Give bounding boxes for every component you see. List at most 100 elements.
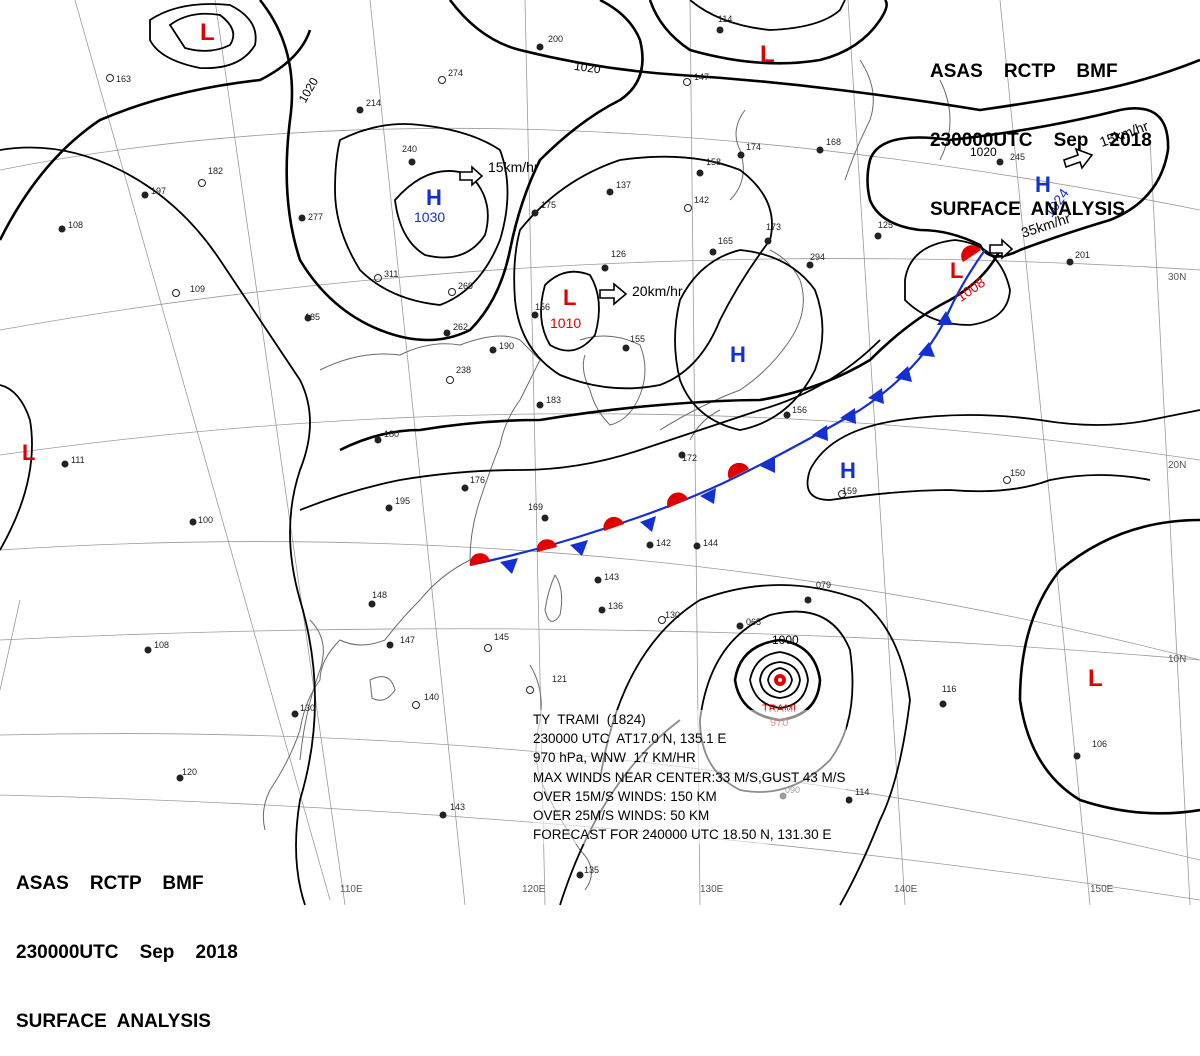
station-value: 147	[694, 72, 709, 82]
latitude-label: 10N	[1168, 654, 1186, 665]
station-value: 108	[68, 220, 83, 230]
station-value: 140	[424, 692, 439, 702]
station-value: 114	[855, 787, 869, 797]
station-value: 173	[766, 222, 781, 232]
footer-line-3: SURFACE ANALYSIS	[16, 1010, 238, 1033]
low-pressure-letter: L	[200, 19, 215, 46]
station-value: 165	[718, 236, 733, 246]
typhoon-info-line: FORECAST FOR 240000 UTC 18.50 N, 131.30 …	[533, 825, 846, 844]
station-value: 130	[665, 610, 680, 620]
station-value: 116	[942, 684, 956, 694]
station-value: 145	[494, 632, 509, 642]
station-value: 168	[826, 137, 841, 147]
station-value: 201	[1075, 250, 1090, 260]
station-value: 125	[878, 220, 893, 230]
low-pressure-letter: L	[1088, 665, 1103, 692]
station-value: 156	[792, 405, 807, 415]
station-value: 190	[499, 341, 514, 351]
latitude-label: 30N	[1168, 272, 1186, 283]
station-value: 214	[366, 98, 381, 108]
header-line-2: 230000UTC Sep 2018	[930, 129, 1152, 152]
station-value: 195	[395, 496, 410, 506]
station-value: 148	[372, 590, 387, 600]
station-value: 262	[453, 322, 468, 332]
typhoon-info-line: 230000 UTC AT17.0 N, 135.1 E	[533, 729, 846, 748]
high-pressure-letter: H	[840, 458, 856, 483]
typhoon-info-line: OVER 25M/S WINDS: 50 KM	[533, 806, 846, 825]
station-value: 180	[384, 429, 399, 439]
high-pressure-letter: H	[730, 342, 746, 367]
station-value: 240	[402, 144, 417, 154]
station-value: 108	[154, 640, 169, 650]
station-value: 111	[71, 455, 85, 465]
typhoon-info-line: OVER 15M/S WINDS: 150 KM	[533, 787, 846, 806]
header-line-3: SURFACE ANALYSIS	[930, 198, 1152, 221]
station-value: 183	[546, 395, 561, 405]
station-value: 274	[448, 68, 463, 78]
center-value: 1010	[550, 315, 581, 331]
footer-line-1: ASAS RCTP BMF	[16, 872, 238, 895]
station-value: 130	[300, 703, 315, 713]
station-value: 126	[611, 249, 626, 259]
station-value: 176	[470, 475, 485, 485]
station-value: 150	[1010, 468, 1025, 478]
map-footer: ASAS RCTP BMF 230000UTC Sep 2018 SURFACE…	[16, 826, 238, 1056]
station-value: 136	[608, 601, 623, 611]
station-value: 137	[616, 180, 631, 190]
station-value: 142	[656, 538, 671, 548]
typhoon-info-line: TY TRAMI (1824)	[533, 710, 846, 729]
station-value: 114	[718, 14, 732, 24]
station-value: 238	[456, 365, 471, 375]
station-value: 294	[810, 252, 825, 262]
low-pressure-letter: L	[22, 440, 35, 465]
station-value: 182	[208, 166, 223, 176]
station-value: 079	[816, 580, 831, 590]
map-header: ASAS RCTP BMF 230000UTC Sep 2018 SURFACE…	[930, 14, 1152, 244]
longitude-label: 130E	[700, 884, 724, 895]
header-line-1: ASAS RCTP BMF	[930, 60, 1152, 83]
station-value: 197	[151, 186, 166, 196]
station-value: 185	[305, 312, 320, 322]
longitude-label: 150E	[1090, 884, 1114, 895]
motion-speed-label: 20km/hr	[632, 283, 683, 299]
station-value: 277	[308, 212, 323, 222]
station-value: 065	[746, 617, 761, 627]
latitude-label: 20N	[1168, 460, 1186, 471]
station-value: 106	[1092, 739, 1107, 749]
longitude-label: 110E	[340, 884, 363, 895]
station-value: 159	[842, 486, 857, 496]
station-value: 155	[630, 334, 645, 344]
station-value: 109	[190, 284, 205, 294]
typhoon-info-line: MAX WINDS NEAR CENTER:33 M/S,GUST 43 M/S	[533, 768, 846, 787]
station-value: 142	[694, 195, 709, 205]
high-pressure-letter: H	[426, 185, 442, 210]
typhoon-symbol	[774, 674, 786, 686]
station-value: 158	[706, 157, 721, 167]
typhoon-info-line: 970 hPa, WNW 17 KM/HR	[533, 748, 846, 767]
isobar-label: 1000	[772, 633, 799, 647]
low-pressure-letter: L	[760, 41, 775, 68]
motion-speed-label: 15km/hr	[488, 159, 539, 175]
station-value: 269	[458, 281, 473, 291]
station-value: 172	[682, 453, 697, 463]
station-value: 175	[541, 200, 556, 210]
station-value: 120	[182, 767, 197, 777]
station-value: 143	[604, 572, 619, 582]
station-value: 121	[552, 674, 567, 684]
footer-line-2: 230000UTC Sep 2018	[16, 941, 238, 964]
station-value: 144	[703, 538, 718, 548]
typhoon-info-block: TY TRAMI (1824) 230000 UTC AT17.0 N, 135…	[533, 710, 846, 844]
station-value: 169	[528, 502, 543, 512]
station-value: 311	[384, 269, 398, 279]
longitude-label: 120E	[522, 884, 546, 895]
station-value: 100	[198, 515, 213, 525]
station-value: 200	[548, 34, 563, 44]
station-value: 135	[584, 865, 599, 875]
station-value: 174	[746, 142, 761, 152]
low-pressure-letter: L	[950, 258, 963, 283]
station-value: 143	[450, 802, 465, 812]
station-value: 147	[400, 635, 415, 645]
station-value: 156	[535, 302, 550, 312]
longitude-label: 140E	[894, 884, 918, 895]
center-value: 1030	[414, 209, 445, 225]
